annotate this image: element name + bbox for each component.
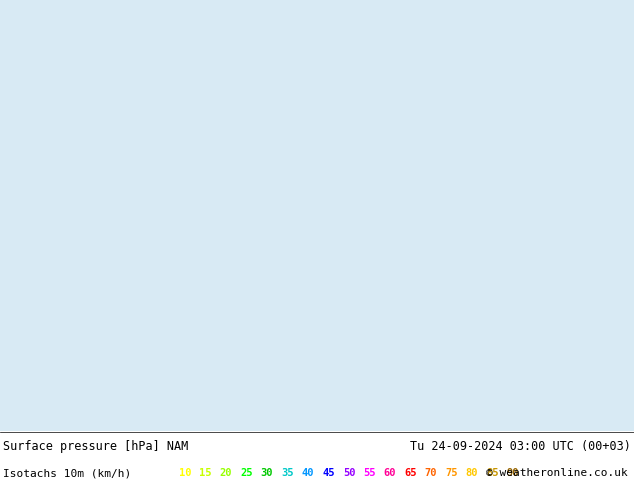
Text: 30: 30	[261, 468, 273, 478]
Text: 90: 90	[507, 468, 519, 478]
Text: 75: 75	[445, 468, 458, 478]
Text: 85: 85	[486, 468, 499, 478]
Text: 70: 70	[425, 468, 437, 478]
Text: 10: 10	[179, 468, 191, 478]
Text: 25: 25	[240, 468, 253, 478]
Text: 20: 20	[220, 468, 232, 478]
Text: 15: 15	[199, 468, 212, 478]
Text: 45: 45	[322, 468, 335, 478]
Text: 55: 55	[363, 468, 376, 478]
Text: 60: 60	[384, 468, 396, 478]
Text: © weatheronline.co.uk: © weatheronline.co.uk	[486, 468, 628, 478]
Text: Surface pressure [hPa] NAM: Surface pressure [hPa] NAM	[3, 441, 188, 453]
Text: 65: 65	[404, 468, 417, 478]
Text: 50: 50	[343, 468, 355, 478]
Text: Tu 24-09-2024 03:00 UTC (00+03): Tu 24-09-2024 03:00 UTC (00+03)	[410, 441, 631, 453]
Text: 35: 35	[281, 468, 294, 478]
Text: Isotachs 10m (km/h): Isotachs 10m (km/h)	[3, 468, 131, 478]
Text: 40: 40	[302, 468, 314, 478]
Text: 80: 80	[466, 468, 478, 478]
